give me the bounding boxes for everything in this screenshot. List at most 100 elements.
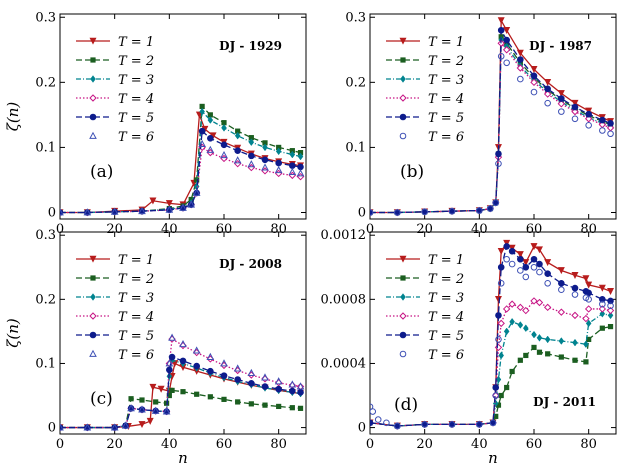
data-point (586, 336, 592, 343)
data-point (179, 357, 187, 365)
y-tick-label: 0.3 (35, 10, 56, 25)
data-point (497, 17, 505, 25)
data-point (516, 49, 524, 57)
data-point (289, 148, 295, 154)
data-point (585, 319, 592, 328)
legend-label: T = 6 (118, 348, 154, 363)
data-point (289, 405, 295, 411)
x-tick-label: 60 (526, 222, 543, 237)
data-point (504, 384, 510, 391)
data-point (558, 108, 565, 115)
plot-area (370, 239, 615, 430)
data-point (598, 284, 606, 292)
data-point (296, 382, 305, 390)
panel-title: DJ - 1929 (219, 39, 282, 53)
series-line (370, 245, 611, 427)
data-point (503, 255, 510, 263)
data-point (166, 392, 172, 399)
y-tick-label: 0 (48, 421, 56, 436)
legend-marker (90, 57, 96, 63)
data-point (168, 353, 176, 361)
legend-marker (399, 113, 407, 121)
data-point (585, 110, 592, 118)
data-point (572, 357, 578, 363)
legend-label: T = 3 (428, 73, 464, 88)
data-point (128, 396, 134, 402)
data-point (221, 124, 227, 132)
data-point (138, 405, 146, 413)
data-point (220, 372, 228, 379)
legend-label: T = 6 (428, 130, 464, 145)
data-point (220, 150, 228, 159)
data-point (275, 147, 282, 156)
data-point (262, 143, 268, 152)
panel-title: DJ - 1987 (529, 39, 592, 53)
plot-frame (369, 231, 617, 435)
data-point (557, 100, 566, 108)
data-point (276, 403, 282, 410)
data-point (165, 359, 174, 367)
data-point (492, 384, 500, 391)
data-point (571, 103, 579, 111)
data-point (536, 349, 543, 355)
legend: T = 1 T = 2 T = 3 T = 4 T = 5 T = 6 (76, 253, 154, 363)
data-point (536, 260, 543, 268)
legend-marker (89, 113, 97, 121)
data-point (138, 421, 146, 429)
data-point (497, 247, 505, 255)
data-point (571, 271, 579, 279)
data-point (289, 150, 296, 159)
data-point (262, 402, 268, 408)
data-point (207, 367, 214, 375)
legend-label: T = 3 (118, 73, 154, 88)
y-tick-label: 0.3 (345, 10, 366, 25)
data-point (607, 323, 614, 330)
y-tick-label: 0 (358, 421, 366, 436)
legend-marker (90, 293, 96, 301)
data-point (199, 103, 205, 110)
data-point (179, 203, 187, 211)
data-point (194, 177, 200, 183)
legend-label: T = 3 (428, 291, 464, 306)
series-line (60, 146, 301, 214)
data-point (165, 205, 174, 213)
data-point (530, 78, 538, 87)
data-point (492, 392, 500, 399)
data-point (607, 130, 614, 138)
data-point (571, 284, 579, 292)
data-point (248, 152, 255, 160)
legend-label: T = 2 (428, 54, 464, 69)
data-point (486, 205, 494, 212)
data-point (261, 163, 269, 171)
series-line (370, 27, 611, 214)
data-point (517, 321, 524, 329)
data-point (558, 337, 565, 345)
data-point (503, 327, 510, 336)
data-point (198, 139, 206, 148)
data-point (544, 280, 551, 287)
panel-label: (d) (394, 395, 418, 415)
x-tick-label: 80 (270, 222, 287, 237)
data-point (599, 309, 606, 318)
data-point (503, 36, 510, 44)
data-point (248, 401, 254, 407)
data-point (233, 364, 242, 372)
data-point (207, 394, 213, 400)
y-tick-label: 0.2 (345, 75, 366, 90)
data-point (274, 377, 283, 385)
data-point (296, 169, 305, 177)
legend-label: T = 6 (428, 348, 464, 363)
data-point (83, 208, 92, 216)
data-point (503, 59, 510, 67)
x-tick-label: 0 (366, 222, 374, 237)
legend-marker (90, 75, 96, 83)
data-point (448, 421, 456, 428)
legend-label: T = 5 (118, 111, 154, 126)
data-point (544, 79, 552, 87)
legend-marker (89, 312, 97, 320)
data-point (543, 303, 552, 312)
data-point (383, 419, 390, 427)
data-point (530, 243, 538, 251)
x-tick-label: 0 (56, 222, 64, 237)
